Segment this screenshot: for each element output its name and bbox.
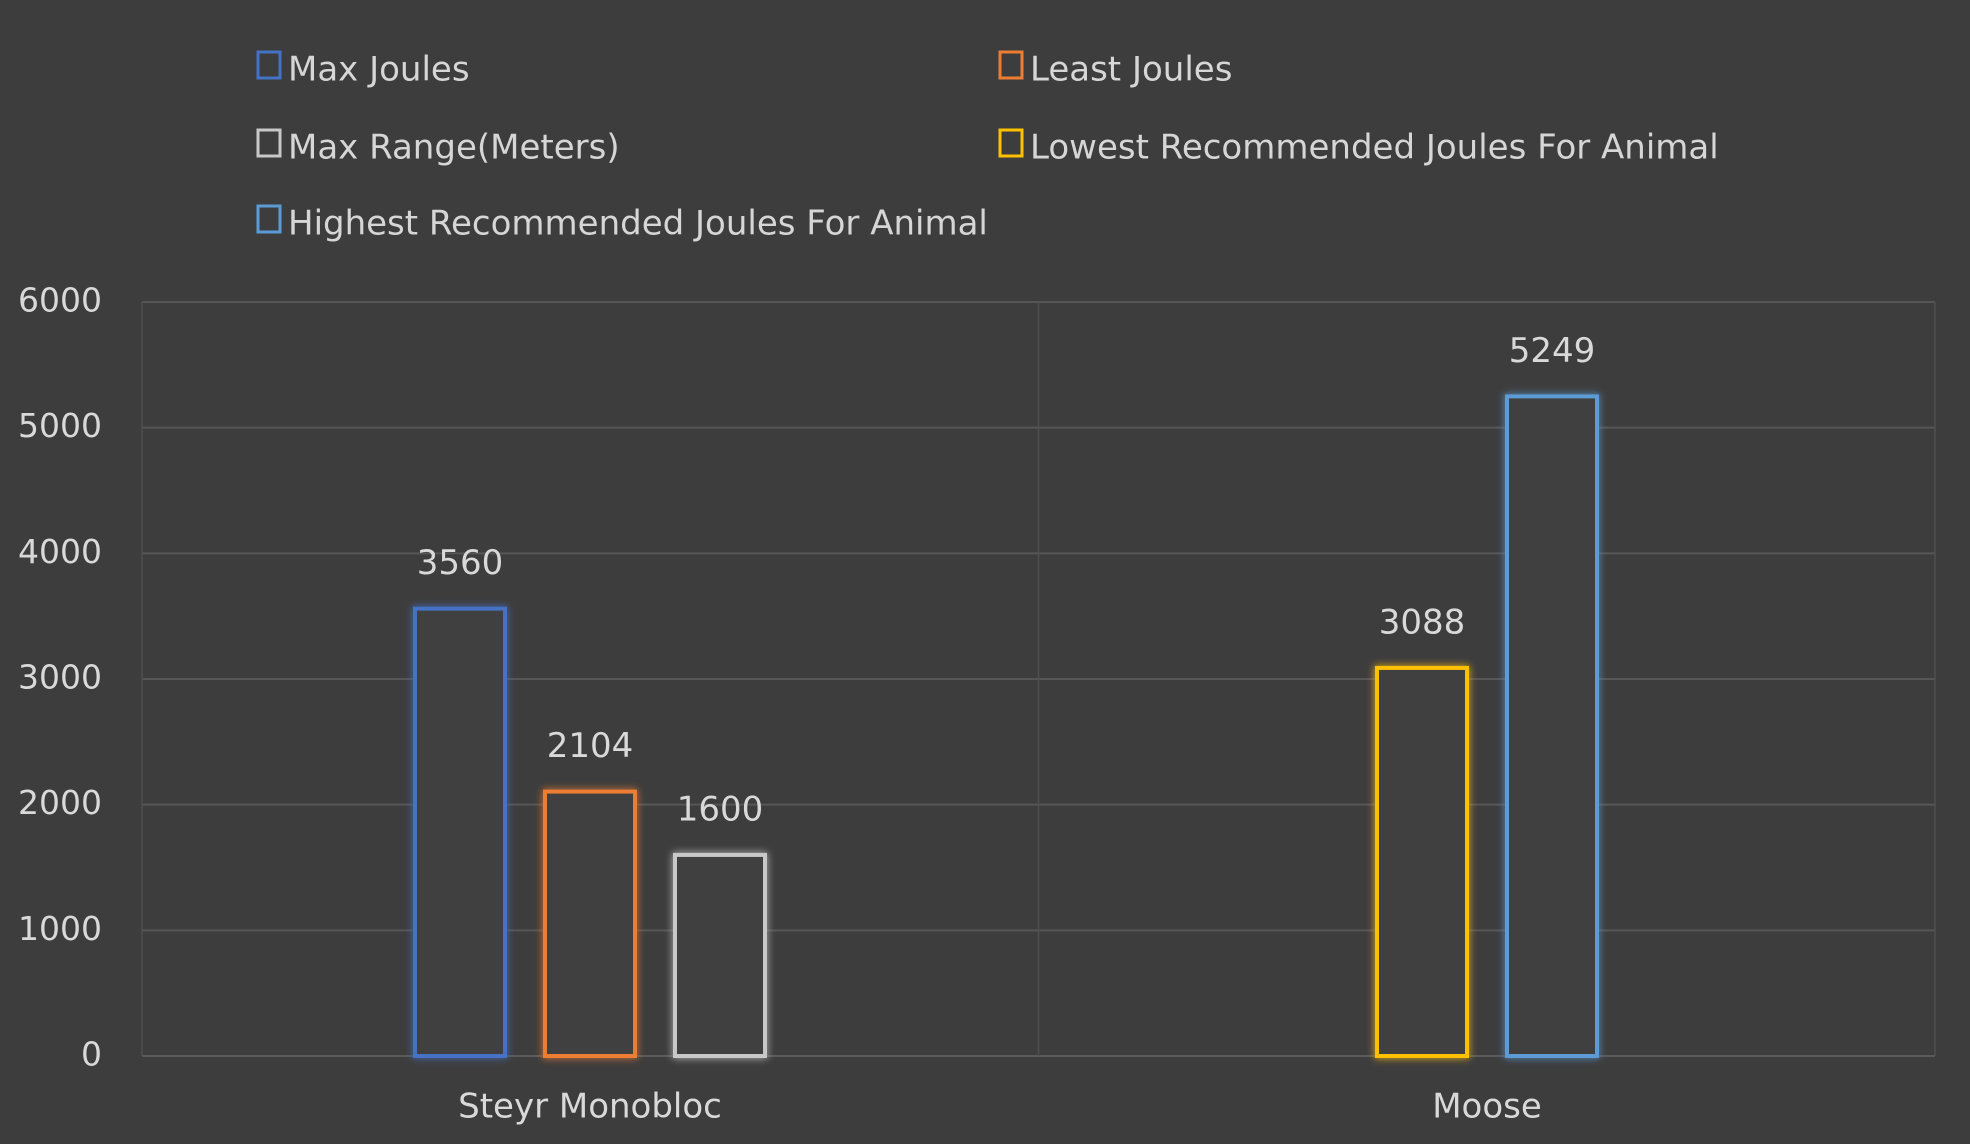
bar: [1375, 665, 1469, 1058]
data-label: 3088: [1379, 602, 1466, 642]
x-category-label: Steyr Monobloc: [458, 1087, 722, 1127]
legend-swatch: [256, 128, 282, 158]
y-axis: 0 1000 2000 3000 4000 5000 6000: [18, 281, 102, 1074]
data-label: 3560: [417, 543, 504, 583]
y-tick-label: 1000: [18, 909, 102, 948]
y-tick-label: 3000: [18, 658, 102, 697]
legend-swatch: [998, 128, 1024, 158]
y-tick-label: 0: [81, 1035, 102, 1074]
x-axis: Steyr Monobloc Moose: [458, 1087, 1542, 1127]
legend-label: Least Joules: [1030, 50, 1232, 90]
data-label: 1600: [677, 789, 764, 829]
x-category-label: Moose: [1432, 1087, 1542, 1127]
grid: [141, 301, 1936, 1057]
data-label: 2104: [547, 726, 634, 766]
legend-label: Lowest Recommended Joules For Animal: [1030, 128, 1719, 168]
legend-item: Highest Recommended Joules For Animal: [256, 204, 988, 244]
y-tick-label: 5000: [18, 406, 102, 445]
bar: [413, 606, 507, 1058]
bar: [543, 789, 637, 1059]
legend-label: Max Joules: [288, 50, 470, 90]
legend-swatch: [256, 204, 282, 234]
data-labels: 3560 2104 1600 3088 5249: [417, 331, 1596, 830]
legend-item: Max Range(Meters): [256, 128, 620, 168]
legend-swatch: [256, 50, 282, 80]
y-tick-label: 6000: [18, 281, 102, 320]
data-label: 5249: [1509, 331, 1596, 371]
legend-item: Lowest Recommended Joules For Animal: [998, 128, 1719, 168]
legend-item: Least Joules: [998, 50, 1232, 90]
bar: [673, 852, 767, 1059]
legend-swatch: [998, 50, 1024, 80]
legend-label: Highest Recommended Joules For Animal: [288, 204, 988, 244]
legend-label: Max Range(Meters): [288, 128, 620, 168]
y-tick-label: 4000: [18, 532, 102, 571]
legend-item: Max Joules: [256, 50, 470, 90]
legend: Max Joules Least Joules Max Range(Meters) L…: [256, 50, 1719, 244]
bar: [1505, 394, 1599, 1058]
y-tick-label: 2000: [18, 783, 102, 822]
bars: [413, 394, 1599, 1059]
